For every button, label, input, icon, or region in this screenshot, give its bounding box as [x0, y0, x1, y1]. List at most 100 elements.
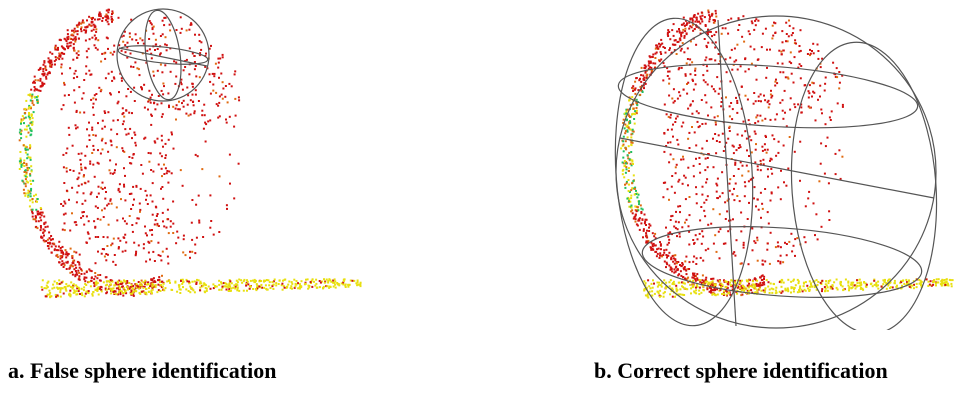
data-point: [772, 282, 775, 285]
data-point: [161, 113, 164, 116]
data-point: [676, 228, 679, 231]
data-point: [260, 283, 263, 286]
data-point: [78, 253, 81, 256]
data-point: [132, 203, 134, 206]
data-point: [713, 19, 716, 21]
data-point: [37, 220, 40, 223]
data-point: [168, 170, 171, 173]
data-point: [166, 255, 169, 258]
data-point: [60, 249, 63, 252]
data-point: [27, 124, 30, 127]
data-point: [97, 274, 100, 277]
data-point: [166, 280, 169, 283]
data-point: [625, 162, 628, 165]
data-point: [29, 145, 32, 148]
data-point: [685, 19, 687, 22]
data-point: [313, 280, 315, 283]
data-point: [848, 289, 850, 292]
data-point: [708, 290, 711, 293]
data-point: [679, 264, 681, 266]
data-point: [780, 53, 783, 56]
data-point: [142, 290, 145, 293]
data-point: [748, 135, 751, 138]
data-point: [131, 230, 134, 233]
data-point: [768, 291, 771, 294]
data-point: [790, 72, 793, 75]
data-point: [676, 30, 679, 33]
data-point: [22, 144, 25, 147]
data-point: [667, 232, 670, 235]
data-point: [221, 286, 224, 289]
data-point: [275, 284, 278, 287]
data-point: [205, 287, 208, 290]
data-point: [58, 287, 61, 290]
data-point: [632, 217, 635, 220]
data-point: [128, 111, 131, 114]
data-point: [76, 25, 79, 28]
data-point: [787, 77, 790, 80]
data-point: [88, 237, 91, 240]
data-point: [685, 255, 688, 258]
data-point: [121, 123, 124, 126]
data-point: [655, 255, 658, 258]
data-point: [29, 129, 32, 132]
data-point: [928, 283, 931, 286]
data-point: [761, 274, 764, 277]
data-point: [705, 276, 708, 279]
data-point: [40, 226, 42, 229]
data-point: [911, 284, 914, 287]
data-point: [342, 278, 345, 281]
data-point: [817, 50, 820, 52]
data-point: [66, 252, 69, 255]
data-point: [200, 282, 203, 285]
caption-a: a. False sphere identification: [8, 358, 277, 383]
data-point: [885, 282, 888, 285]
data-point: [789, 97, 792, 100]
data-point: [234, 70, 237, 73]
data-point: [752, 176, 755, 179]
data-point: [740, 294, 743, 297]
data-point: [716, 293, 719, 296]
data-point: [755, 205, 757, 208]
data-point: [662, 292, 665, 295]
data-point: [860, 286, 862, 289]
data-point: [30, 170, 33, 173]
data-point: [54, 63, 56, 66]
data-point: [721, 192, 724, 195]
data-point: [675, 287, 678, 290]
data-point: [113, 254, 116, 256]
data-point: [112, 291, 115, 293]
data-point: [687, 281, 690, 284]
data-point: [39, 207, 42, 209]
data-point: [660, 38, 663, 41]
data-point: [101, 209, 103, 212]
data-point: [92, 113, 95, 116]
data-point: [163, 289, 166, 292]
data-point: [98, 86, 101, 89]
data-point: [771, 37, 774, 40]
data-point: [204, 65, 207, 68]
data-point: [153, 101, 156, 104]
data-point: [623, 165, 626, 168]
data-point: [908, 279, 910, 282]
data-point: [161, 285, 164, 288]
data-point: [689, 25, 692, 28]
data-point: [94, 272, 97, 274]
data-point: [729, 293, 732, 296]
data-point: [787, 288, 790, 291]
data-point: [182, 99, 185, 102]
data-point: [885, 287, 888, 290]
data-point: [159, 290, 162, 292]
data-point: [688, 261, 691, 264]
data-point: [161, 211, 164, 214]
data-point: [93, 34, 96, 37]
data-point: [696, 278, 699, 281]
data-point: [165, 172, 168, 175]
data-point: [44, 226, 47, 229]
data-point: [150, 240, 153, 243]
data-point: [691, 19, 694, 22]
data-point: [92, 148, 95, 151]
data-point: [334, 286, 337, 289]
data-point: [748, 33, 751, 36]
data-point: [757, 120, 760, 123]
